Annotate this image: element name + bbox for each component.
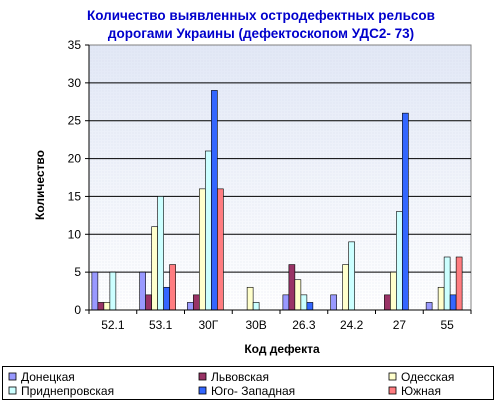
x-tick-label: 30Г (198, 318, 218, 332)
y-tick-label: 25 (68, 114, 82, 128)
bar (390, 271, 397, 311)
bar (163, 286, 170, 311)
bar (282, 294, 290, 311)
bar (211, 90, 218, 311)
bar (300, 294, 308, 311)
x-tick-label: 24.2 (340, 318, 364, 332)
x-axis-label: Код дефекта (244, 342, 320, 356)
bar (205, 150, 212, 311)
bar (151, 226, 158, 311)
bar (455, 256, 463, 311)
bar (103, 302, 111, 311)
legend-label: Юго- Западная (211, 384, 295, 398)
bar (97, 302, 105, 311)
bar (169, 264, 176, 311)
bar (348, 241, 355, 311)
bar (437, 286, 445, 311)
y-tick-label: 20 (68, 152, 82, 166)
bar (330, 294, 337, 311)
bar (91, 271, 99, 311)
y-tick-label: 30 (68, 76, 82, 90)
bar (193, 294, 200, 311)
bar (425, 302, 433, 311)
bar (288, 264, 296, 311)
bar (342, 264, 349, 311)
legend: Донецкая Львовская Одесская Приднепровская Ю… (2, 366, 494, 400)
legend-swatch (8, 386, 17, 395)
legend-swatch (388, 386, 397, 395)
y-tick-label: 0 (74, 303, 81, 317)
bar (109, 271, 117, 311)
bar (246, 286, 254, 311)
legend-swatch (388, 372, 397, 381)
legend-label: Донецкая (21, 370, 75, 384)
legend-label: Приднепровская (21, 384, 114, 398)
x-tick-label: 26.3 (292, 318, 316, 332)
bar (449, 294, 457, 311)
x-tick-label: 52.1 (101, 318, 125, 332)
bar (145, 294, 152, 311)
plot-texture (89, 45, 471, 310)
x-tick-label: 53.1 (149, 318, 173, 332)
legend-label: Львовская (211, 370, 269, 384)
legend-swatch (198, 386, 207, 395)
bar (252, 302, 260, 311)
chart-title-line-1: Количество выявленных остродефектных рел… (87, 8, 435, 23)
y-axis-label: Количество (33, 150, 47, 220)
bar (443, 256, 451, 311)
bar (217, 188, 224, 311)
bar (384, 294, 391, 311)
bar (396, 211, 403, 311)
legend-swatch (198, 372, 207, 381)
chart-title-line-2: дорогами Украины (дефектоскопом УДС2- 73… (108, 26, 414, 41)
y-tick-label: 35 (68, 38, 82, 52)
x-tick-label: 27 (393, 318, 407, 332)
bar (199, 188, 206, 311)
legend-label: Одесская (401, 370, 454, 384)
legend-label: Южная (401, 384, 441, 398)
bar (157, 196, 164, 311)
bar (294, 279, 302, 311)
x-tick-label: 55 (440, 318, 454, 332)
bar (402, 112, 409, 311)
y-tick-label: 5 (74, 265, 81, 279)
bar (306, 302, 314, 311)
y-tick-label: 15 (68, 189, 82, 203)
x-tick-label: 30В (245, 318, 266, 332)
y-tick-label: 10 (68, 227, 82, 241)
legend-swatch (8, 372, 17, 381)
bar (187, 302, 194, 311)
bar (139, 271, 146, 311)
